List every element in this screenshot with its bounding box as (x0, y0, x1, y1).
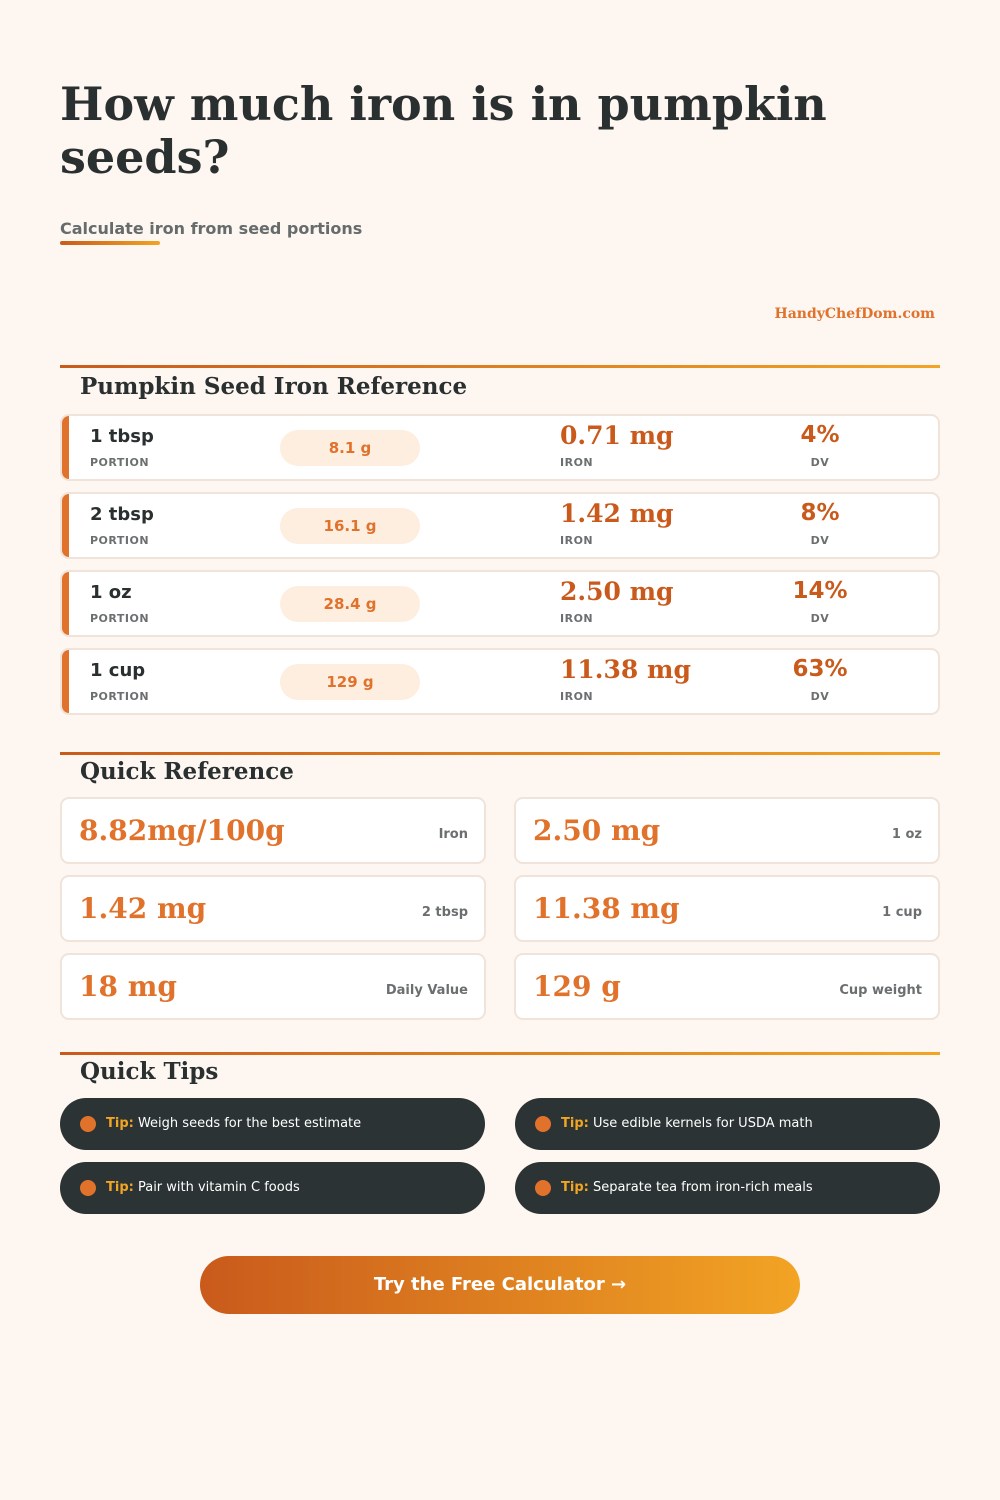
row-accent-bar (62, 416, 69, 479)
card-caption: 2 tbsp (421, 905, 468, 920)
row-accent-bar (62, 572, 69, 635)
dv-value: 4% (800, 422, 840, 448)
dv-value: 8% (800, 500, 840, 526)
section-divider (60, 752, 940, 755)
portion-value: 1 cup (90, 660, 146, 681)
iron-value: 2.50 mg (560, 577, 674, 606)
quick-tips-title: Quick Tips (80, 1058, 219, 1085)
iron-label: IRON (560, 456, 594, 469)
dv-label: DV (810, 456, 830, 469)
dv-value: 14% (792, 578, 848, 604)
subtitle-underline (60, 241, 160, 245)
tip-text: Tip: Separate tea from iron-rich meals (561, 1180, 813, 1195)
dv-label: DV (810, 690, 830, 703)
reference-title: Pumpkin Seed Iron Reference (80, 373, 468, 400)
card-caption: 1 cup (882, 905, 922, 920)
tip-text: Tip: Pair with vitamin C foods (106, 1180, 300, 1195)
portion-label: PORTION (90, 690, 150, 703)
tip-body: Pair with vitamin C foods (137, 1180, 300, 1195)
card-value: 1.42 mg (79, 892, 207, 925)
quick-reference-card: 18 mg Daily Value (60, 953, 486, 1020)
quick-reference-title: Quick Reference (80, 758, 294, 785)
iron-label: IRON (560, 690, 594, 703)
row-accent-bar (62, 650, 69, 713)
reference-row: 1 tbsp PORTION 8.1 g 0.71 mg IRON 4% DV (60, 414, 940, 481)
card-caption: Iron (438, 827, 468, 842)
weight-pill: 16.1 g (280, 508, 420, 544)
card-caption: 1 oz (891, 827, 922, 842)
tip-body: Separate tea from iron-rich meals (592, 1180, 813, 1195)
tip-text: Tip: Weigh seeds for the best estimate (106, 1116, 361, 1131)
reference-row: 2 tbsp PORTION 16.1 g 1.42 mg IRON 8% DV (60, 492, 940, 559)
tip-prefix: Tip: (561, 1180, 589, 1195)
iron-label: IRON (560, 612, 594, 625)
card-value: 2.50 mg (533, 814, 661, 847)
card-value: 129 g (533, 970, 621, 1003)
dv-label: DV (810, 534, 830, 547)
dv-label: DV (810, 612, 830, 625)
card-value: 18 mg (79, 970, 177, 1003)
dv-value: 63% (792, 656, 848, 682)
weight-pill: 28.4 g (280, 586, 420, 622)
portion-label: PORTION (90, 534, 150, 547)
tip-prefix: Tip: (106, 1180, 134, 1195)
tip-prefix: Tip: (106, 1116, 134, 1131)
brand-link[interactable]: HandyChefDom.com (774, 306, 936, 322)
quick-reference-card: 2.50 mg 1 oz (514, 797, 940, 864)
card-caption: Cup weight (839, 983, 922, 998)
try-calculator-button[interactable]: Try the Free Calculator → (200, 1256, 800, 1314)
dot-icon (535, 1116, 551, 1132)
row-accent-bar (62, 494, 69, 557)
card-value: 8.82mg/100g (79, 814, 285, 847)
page-title: How much iron is in pumpkin seeds? (60, 77, 827, 184)
section-divider (60, 1052, 940, 1055)
tip-item: Tip: Weigh seeds for the best estimate (60, 1098, 485, 1150)
reference-row: 1 cup PORTION 129 g 11.38 mg IRON 63% DV (60, 648, 940, 715)
reference-row: 1 oz PORTION 28.4 g 2.50 mg IRON 14% DV (60, 570, 940, 637)
tip-item: Tip: Pair with vitamin C foods (60, 1162, 485, 1214)
quick-reference-card: 11.38 mg 1 cup (514, 875, 940, 942)
tip-body: Weigh seeds for the best estimate (137, 1116, 362, 1131)
portion-value: 1 oz (90, 582, 132, 603)
tip-prefix: Tip: (561, 1116, 589, 1131)
quick-reference-card: 129 g Cup weight (514, 953, 940, 1020)
tip-text: Tip: Use edible kernels for USDA math (561, 1116, 813, 1131)
weight-pill: 8.1 g (280, 430, 420, 466)
iron-value: 1.42 mg (560, 499, 674, 528)
dot-icon (80, 1116, 96, 1132)
tip-body: Use edible kernels for USDA math (592, 1116, 813, 1131)
section-divider (60, 365, 940, 368)
quick-reference-card: 1.42 mg 2 tbsp (60, 875, 486, 942)
dot-icon (535, 1180, 551, 1196)
quick-reference-card: 8.82mg/100g Iron (60, 797, 486, 864)
weight-pill: 129 g (280, 664, 420, 700)
tip-item: Tip: Separate tea from iron-rich meals (515, 1162, 940, 1214)
portion-label: PORTION (90, 612, 150, 625)
portion-value: 2 tbsp (90, 504, 154, 525)
iron-value: 11.38 mg (560, 655, 691, 684)
iron-label: IRON (560, 534, 594, 547)
page-subtitle: Calculate iron from seed portions (60, 219, 363, 238)
tip-item: Tip: Use edible kernels for USDA math (515, 1098, 940, 1150)
card-value: 11.38 mg (533, 892, 680, 925)
card-caption: Daily Value (385, 983, 468, 998)
portion-value: 1 tbsp (90, 426, 154, 447)
dot-icon (80, 1180, 96, 1196)
portion-label: PORTION (90, 456, 150, 469)
iron-value: 0.71 mg (560, 421, 674, 450)
